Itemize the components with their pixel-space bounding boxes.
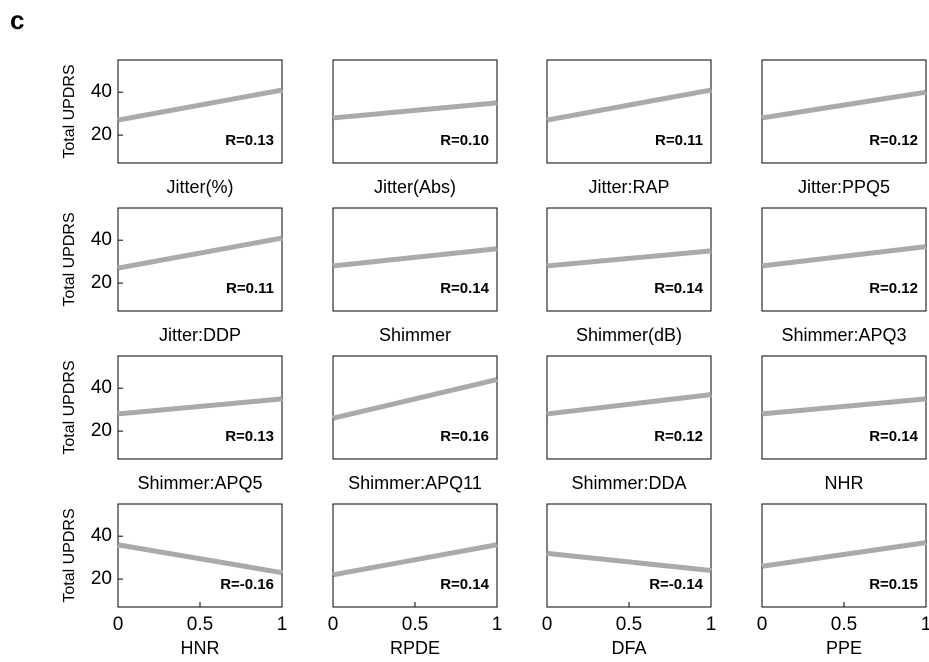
r-label: R=0.12 [869,132,918,149]
panel-label: c [10,5,24,35]
x-tick-label: 1 [277,614,288,635]
y-axis-label: Total UPDRS [61,212,78,306]
r-label: R=0.14 [440,576,489,593]
fit-line [117,396,283,417]
fit-line [761,89,927,121]
x-tick-label: 0 [757,614,768,635]
x-tick-label: 0.5 [831,614,857,635]
fit-line [546,248,712,269]
r-label: R=0.14 [869,428,918,445]
plot-frame [332,503,498,608]
y-tick-label: 20 [91,124,112,145]
x-axis-label: DFA [611,638,646,658]
x-axis-label: Jitter(%) [167,177,234,197]
x-tick-label: 1 [492,614,503,635]
x-tick-label: 0 [328,614,339,635]
fit-line [761,396,927,417]
r-label: R=0.14 [440,280,489,297]
y-tick-label: 20 [91,568,112,589]
plot-frame [761,59,927,164]
fit-line [332,377,498,421]
r-label: R=0.11 [655,132,703,149]
x-tick-label: 0.5 [187,614,213,635]
fit-line [332,100,498,121]
x-tick-label: 1 [706,614,717,635]
y-axis-label: Total UPDRS [61,508,78,602]
y-tick-label: 40 [91,525,112,546]
fit-line [761,540,927,569]
plot-frame [332,355,498,460]
fit-line [332,246,498,269]
r-label: R=0.12 [869,280,918,297]
fit-line [117,235,283,271]
x-axis-label: Jitter:PPQ5 [798,177,890,197]
x-tick-label: 0 [542,614,553,635]
fit-line [117,542,283,576]
x-axis-label: NHR [825,473,864,493]
fit-line [332,542,498,578]
y-tick-label: 40 [91,229,112,250]
plot-frame [117,59,283,164]
x-axis-label: RPDE [390,638,440,658]
fit-line [546,550,712,574]
r-label: R=0.13 [225,132,274,149]
fit-line [761,244,927,269]
x-axis-label: Shimmer:DDA [571,473,686,493]
fit-line [117,87,283,123]
x-tick-label: 0.5 [616,614,642,635]
y-axis-label: Total UPDRS [61,360,78,454]
x-axis-label: Jitter:DDP [159,325,241,345]
plot-frame [546,59,712,164]
x-tick-label: 1 [921,614,929,635]
fit-line [546,87,712,123]
x-axis-label: HNR [181,638,220,658]
plot-frame [761,207,927,312]
r-label: R=0.11 [226,280,274,297]
y-tick-label: 40 [91,81,112,102]
r-label: R=0.16 [440,428,489,445]
x-tick-label: 0.5 [402,614,428,635]
fit-line [546,392,712,417]
r-label: R=0.15 [869,576,918,593]
r-label: R=-0.16 [220,576,274,593]
r-label: R=0.14 [654,280,703,297]
plot-frame [117,503,283,608]
x-tick-label: 0 [113,614,124,635]
r-label: R=0.13 [225,428,274,445]
x-axis-label: Shimmer:APQ5 [137,473,262,493]
y-tick-label: 20 [91,420,112,441]
x-axis-label: Jitter:RAP [588,177,669,197]
plot-frame [117,207,283,312]
x-axis-label: Shimmer:APQ11 [348,473,482,493]
r-label: R=-0.14 [649,576,703,593]
x-axis-label: Shimmer [379,325,451,345]
y-tick-label: 20 [91,272,112,293]
x-axis-label: PPE [826,638,862,658]
r-label: R=0.12 [654,428,703,445]
y-tick-label: 40 [91,377,112,398]
x-axis-label: Jitter(Abs) [374,177,456,197]
x-axis-label: Shimmer(dB) [576,325,682,345]
y-axis-label: Total UPDRS [61,64,78,158]
r-label: R=0.10 [440,132,489,149]
plot-frame [546,355,712,460]
x-axis-label: Shimmer:APQ3 [781,325,906,345]
